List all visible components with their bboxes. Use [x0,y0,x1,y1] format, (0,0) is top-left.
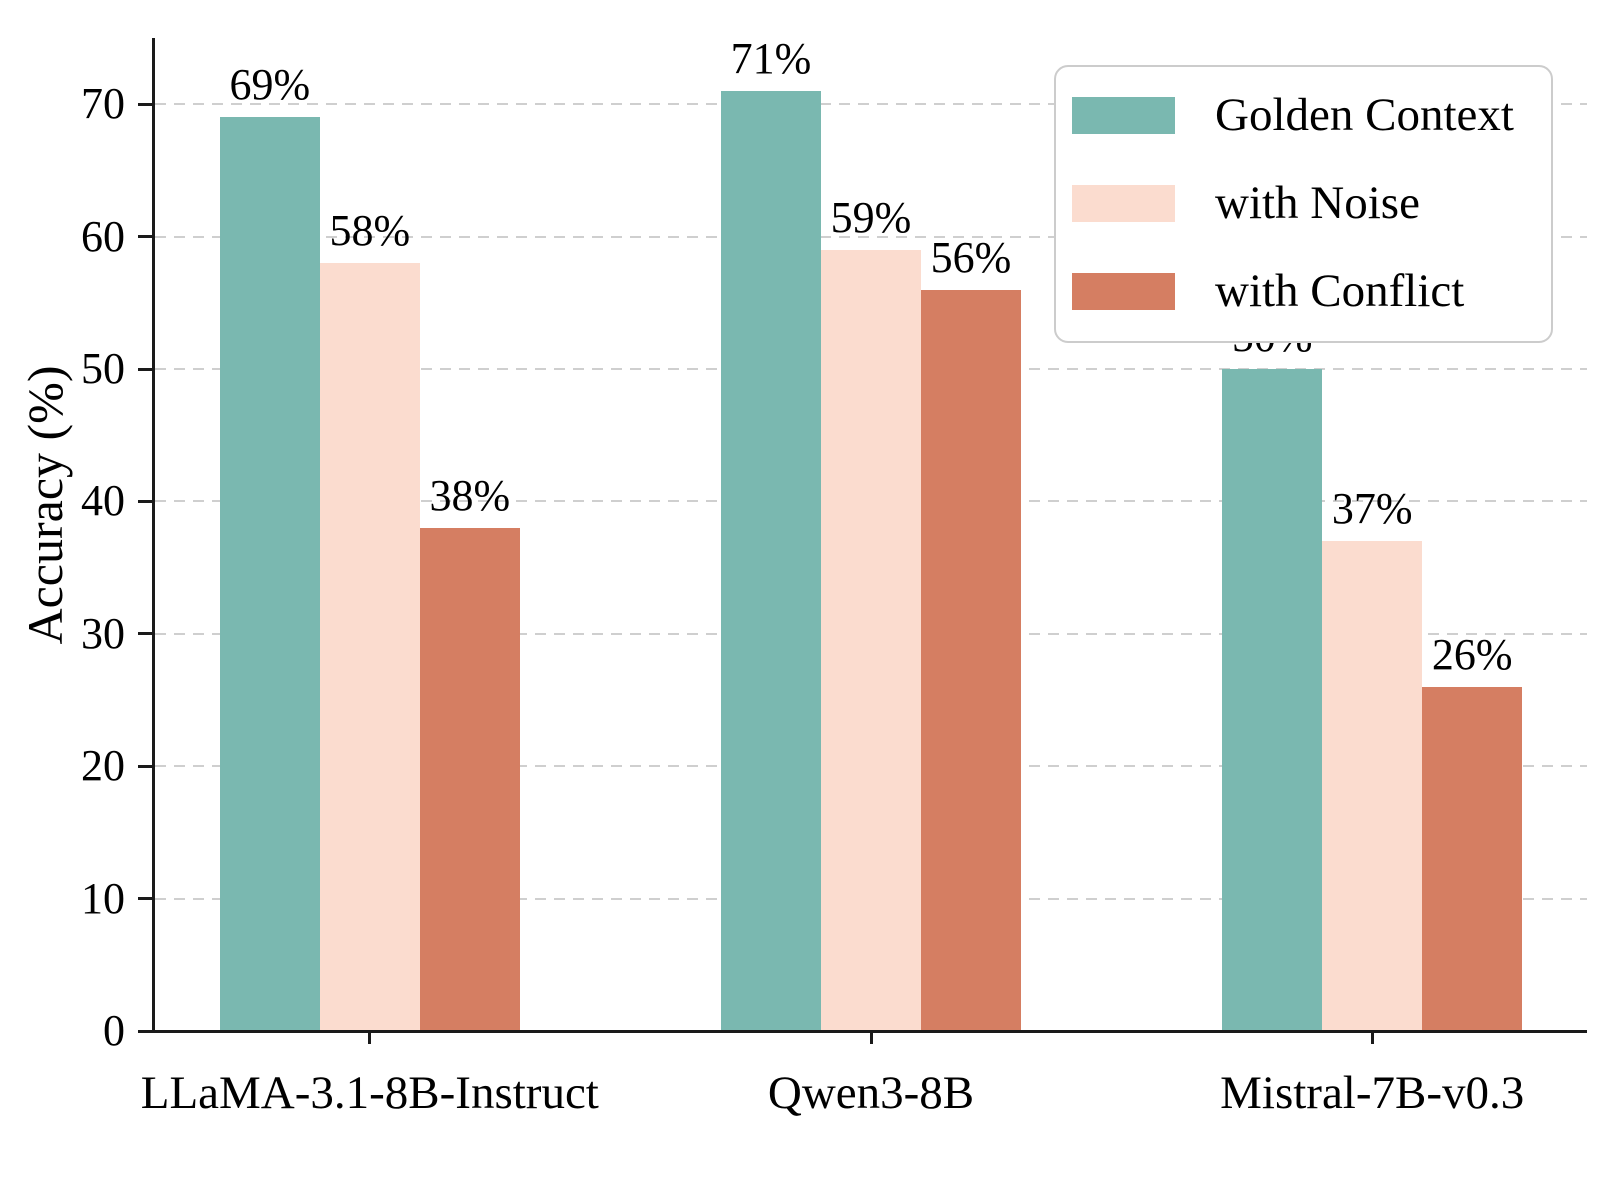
legend-swatch [1072,96,1175,134]
bar-value-label: 26% [1431,629,1513,679]
y-tick-label: 50 [81,344,125,393]
bar-value-label: 59% [830,192,912,242]
bar [1222,369,1323,1031]
y-tick-label: 10 [81,873,125,923]
legend: Golden Context with Noise with Conflict [1054,65,1553,343]
x-tick [368,1031,372,1044]
y-tick [138,632,152,636]
legend-item: with Noise [1072,179,1531,227]
y-tick-label: 40 [81,476,125,526]
legend-label: with Conflict [1215,265,1465,317]
x-tick [1370,1031,1374,1044]
y-tick-label: 70 [81,79,125,129]
y-tick-label: 60 [81,211,125,261]
bar-value-label: 37% [1331,484,1413,534]
bar [821,249,921,1031]
bar-layer [155,38,1587,1031]
y-tick [138,367,152,371]
bar [419,527,520,1031]
bar-value-label: 38% [429,470,511,520]
y-tick [138,499,152,503]
legend-item: with Conflict [1072,267,1531,315]
legend-label: with Noise [1215,177,1420,229]
x-axis-line [152,1030,1587,1033]
legend-swatch [1072,184,1175,222]
tick-layer: 0 10 20 30 40 50 60 70 LLaMA-3.1-8B-Instruct Qwen… [81,38,1587,1118]
x-tick [869,1031,873,1044]
bar-value-label: 69% [229,60,311,110]
y-axis-line [152,38,155,1033]
bar [721,90,821,1031]
x-tick-label: Qwen3-8B [767,1067,975,1119]
bar-value-label: 58% [329,206,411,256]
legend-swatch [1072,272,1175,310]
x-tick-label: Mistral-7B-v0.3 [1220,1067,1525,1119]
y-tick [138,897,152,901]
plot-area: 0 10 20 30 40 50 60 70 LLaMA-3.1-8B-Instruct Qwen… [81,33,1587,1118]
bar [1422,686,1523,1031]
y-tick-label: 0 [103,1006,125,1055]
x-tick-label: LLaMA-3.1-8B-Instruct [140,1067,599,1119]
bar [921,289,1021,1031]
bar-value-label: 56% [930,232,1012,282]
y-tick [138,102,152,106]
y-tick [138,764,152,768]
bar [219,117,320,1031]
bar [319,263,420,1031]
gridline [155,103,1587,106]
bar-value-label: 71% [730,33,812,83]
legend-label: Golden Context [1215,89,1514,141]
gridline [155,235,1587,238]
y-tick-label: 20 [81,741,125,791]
y-tick [138,1029,152,1033]
y-tick-label: 30 [81,608,125,658]
legend-item: Golden Context [1072,91,1531,139]
y-tick [138,235,152,239]
bar [1322,541,1423,1031]
